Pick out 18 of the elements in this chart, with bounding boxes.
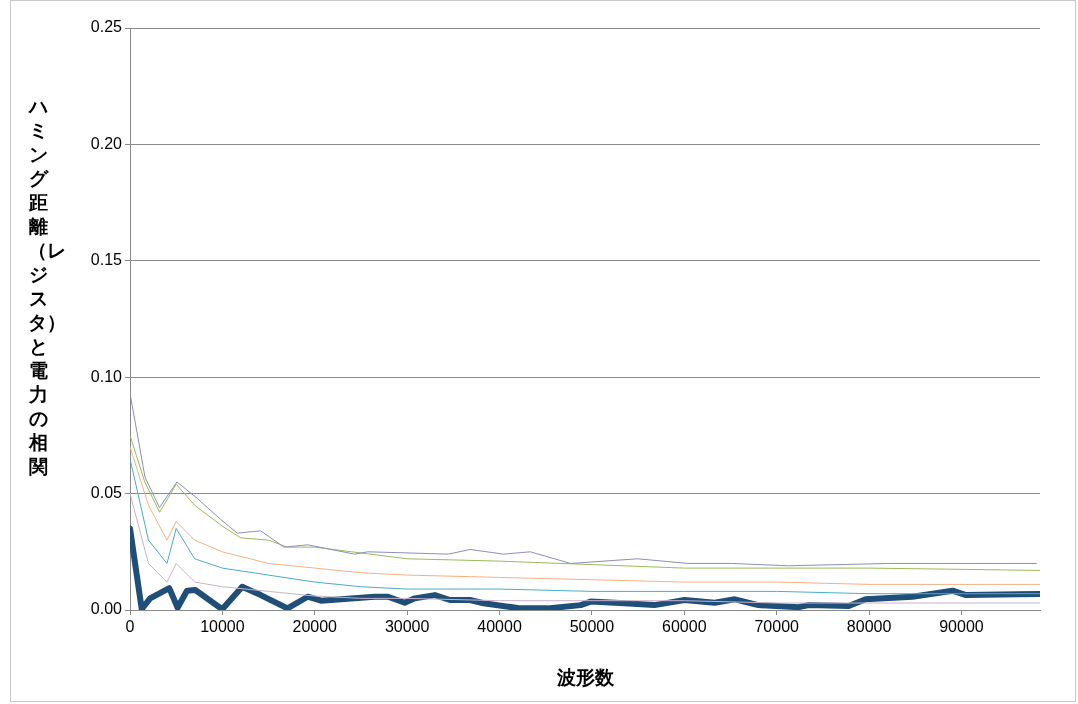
- x-tick-label: 20000: [292, 618, 338, 636]
- y-tick-label: 0.20: [90, 134, 123, 152]
- y-tick-label: 0.15: [90, 251, 123, 269]
- y-tick-label: 0.25: [90, 18, 123, 36]
- x-tick-label: 40000: [477, 618, 522, 636]
- y-tick-label: 0.10: [90, 367, 123, 385]
- y-tick-label: 0.05: [90, 484, 123, 502]
- x-tick-label: 0: [125, 618, 135, 636]
- x-tick-label: 60000: [662, 618, 707, 636]
- x-tick-label: 10000: [200, 618, 245, 636]
- y-tick-label: 0.00: [90, 600, 123, 618]
- x-tick-label: 70000: [754, 618, 800, 636]
- x-tick-label: 30000: [384, 618, 430, 636]
- x-tick-label: 50000: [569, 618, 615, 636]
- x-axis-title: 波形数: [555, 666, 615, 690]
- x-tick-label: 90000: [939, 618, 984, 636]
- x-tick-label: 80000: [846, 618, 892, 636]
- text: ハミング距離（レジスタ）と電力の相関: [28, 96, 66, 477]
